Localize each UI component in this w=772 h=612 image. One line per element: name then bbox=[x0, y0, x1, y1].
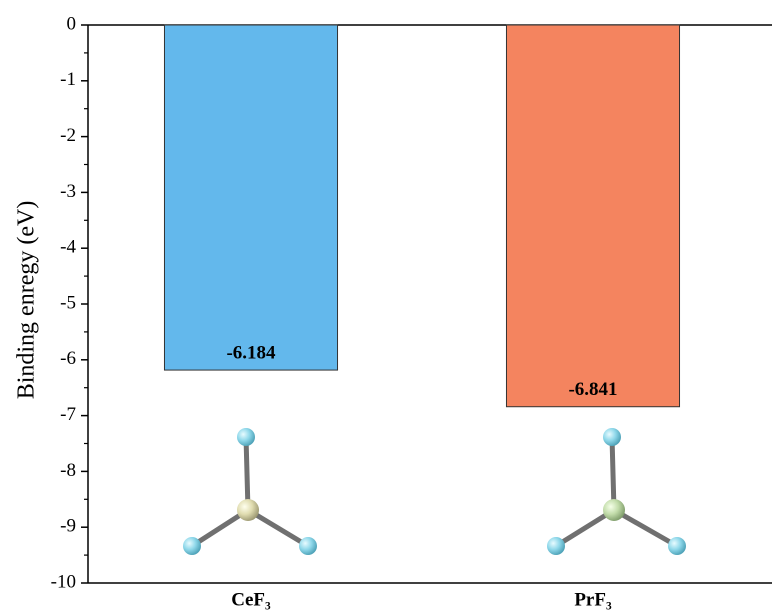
y-axis-label: Binding enregy (eV) bbox=[14, 201, 40, 400]
y-tick-label: -9 bbox=[60, 516, 76, 537]
bar bbox=[506, 25, 679, 407]
page: Binding enregy (eV) -10-9-8-7-6-5-4-3-2-… bbox=[0, 0, 772, 612]
y-tick-label: -3 bbox=[60, 181, 76, 202]
chart: Binding enregy (eV) -10-9-8-7-6-5-4-3-2-… bbox=[0, 0, 772, 612]
y-tick-label: 0 bbox=[67, 13, 77, 34]
y-tick-label: -1 bbox=[60, 69, 76, 90]
y-tick-label: -6 bbox=[60, 348, 76, 369]
y-tick-label: -10 bbox=[51, 571, 76, 592]
x-tick-label: CeF₃ bbox=[231, 589, 271, 610]
y-tick-label: -5 bbox=[60, 292, 76, 313]
molecule-cef3 bbox=[183, 428, 317, 555]
molecule-prf3 bbox=[547, 428, 686, 555]
bar bbox=[164, 25, 337, 370]
y-tick-label: -4 bbox=[60, 237, 76, 258]
x-tick-label: PrF₃ bbox=[574, 589, 612, 610]
data-label: -6.841 bbox=[568, 379, 617, 400]
y-tick-label: -8 bbox=[60, 460, 76, 481]
y-tick-label: -7 bbox=[60, 404, 76, 425]
data-label: -6.184 bbox=[226, 342, 276, 363]
y-tick-label: -2 bbox=[60, 125, 76, 146]
